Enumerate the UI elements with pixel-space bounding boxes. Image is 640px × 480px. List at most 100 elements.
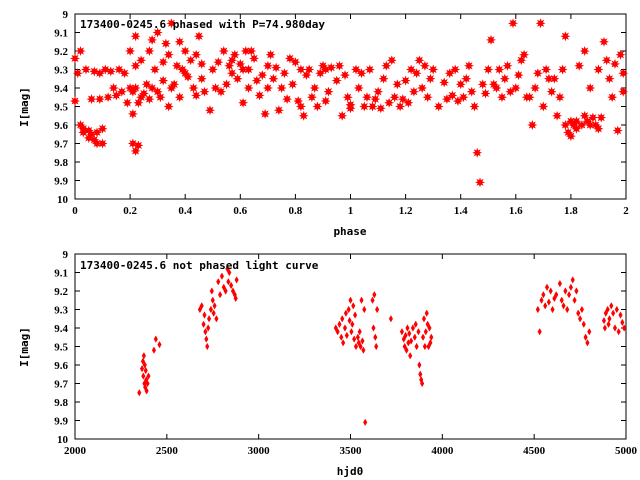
data-point — [139, 364, 145, 373]
phased-xtick-label: 1 — [348, 205, 354, 217]
data-point — [557, 64, 568, 75]
data-point — [362, 305, 367, 314]
data-point — [205, 342, 210, 351]
unphased-ytick-label: 9.8 — [54, 397, 68, 409]
data-point — [560, 119, 571, 131]
data-point — [209, 287, 214, 295]
unphased-ytick-label: 9.2 — [54, 286, 68, 298]
data-point — [105, 66, 116, 77]
data-point — [335, 327, 340, 336]
data-point — [309, 82, 320, 94]
data-point — [230, 287, 236, 295]
data-point — [477, 79, 488, 90]
data-point — [295, 101, 306, 112]
data-point — [75, 45, 86, 57]
data-point — [463, 60, 475, 71]
data-point — [174, 92, 185, 103]
phased-xtick-label: 0.8 — [289, 205, 303, 217]
data-point — [552, 294, 557, 303]
unphased-ytick-label: 9 — [63, 249, 69, 261]
data-point — [399, 327, 405, 336]
data-point — [510, 82, 521, 94]
data-point — [346, 305, 351, 314]
data-point — [408, 86, 419, 97]
data-point — [225, 265, 230, 273]
data-point — [94, 94, 105, 105]
data-point — [485, 34, 497, 45]
data-point — [406, 64, 417, 75]
data-point — [226, 278, 231, 286]
data-point — [144, 94, 155, 105]
data-point — [158, 57, 169, 68]
data-point — [119, 68, 130, 79]
data-point — [538, 101, 549, 112]
data-point — [351, 302, 356, 310]
data-point — [114, 64, 125, 75]
data-point — [611, 309, 616, 317]
data-point — [89, 66, 100, 77]
data-point — [207, 64, 218, 75]
data-point — [130, 60, 141, 71]
data-point — [546, 298, 551, 306]
data-point — [622, 324, 627, 332]
phased-ytick-label: 9.3 — [54, 65, 68, 77]
data-point — [373, 86, 384, 97]
unphased-plot-points — [137, 265, 627, 427]
data-point — [587, 112, 598, 123]
data-point — [364, 64, 375, 75]
unphased-plot-frame — [74, 253, 627, 440]
data-point — [530, 82, 541, 94]
data-point — [223, 287, 228, 295]
data-point — [585, 339, 590, 347]
data-point — [320, 95, 331, 107]
unphased-ytick-label: 9.7 — [54, 379, 68, 391]
data-point — [142, 361, 147, 369]
data-point — [557, 279, 562, 288]
data-point — [618, 68, 629, 79]
data-point — [323, 86, 334, 97]
data-point — [422, 92, 433, 103]
data-point — [163, 49, 174, 60]
data-point — [219, 272, 225, 280]
data-point — [420, 333, 426, 341]
data-point — [251, 75, 262, 86]
data-point — [373, 333, 378, 341]
unphased-ytick-label: 9.3 — [54, 305, 68, 317]
data-point — [331, 75, 342, 86]
phased-xtick-label: 1.8 — [564, 205, 578, 217]
data-point — [417, 83, 428, 93]
data-point — [155, 92, 166, 103]
phased-ytick-label: 9 — [63, 9, 69, 21]
data-point — [153, 335, 158, 343]
data-point — [609, 302, 614, 310]
data-point — [233, 294, 238, 303]
data-point — [197, 305, 202, 314]
unphased-ytick-label: 9.1 — [54, 268, 68, 280]
data-point — [298, 110, 309, 121]
data-point — [141, 372, 146, 380]
data-point — [370, 94, 381, 105]
data-point — [221, 283, 226, 292]
data-point — [185, 55, 196, 66]
data-point — [554, 290, 559, 299]
data-point — [412, 333, 417, 341]
data-point — [424, 309, 429, 317]
data-point — [565, 131, 576, 142]
data-point — [213, 57, 224, 68]
data-point — [439, 77, 450, 88]
data-point — [345, 103, 356, 114]
unphased-xtick-label: 3000 — [248, 445, 271, 457]
data-point — [229, 49, 240, 60]
data-point — [343, 309, 348, 317]
data-point — [537, 327, 542, 336]
data-point — [566, 290, 572, 299]
data-point — [130, 31, 141, 42]
data-point — [444, 68, 455, 79]
data-point — [193, 31, 205, 42]
data-point — [158, 75, 169, 86]
data-point — [414, 342, 419, 351]
data-point — [349, 327, 354, 336]
data-point — [416, 327, 421, 336]
data-point — [111, 90, 122, 101]
data-point — [401, 335, 406, 343]
